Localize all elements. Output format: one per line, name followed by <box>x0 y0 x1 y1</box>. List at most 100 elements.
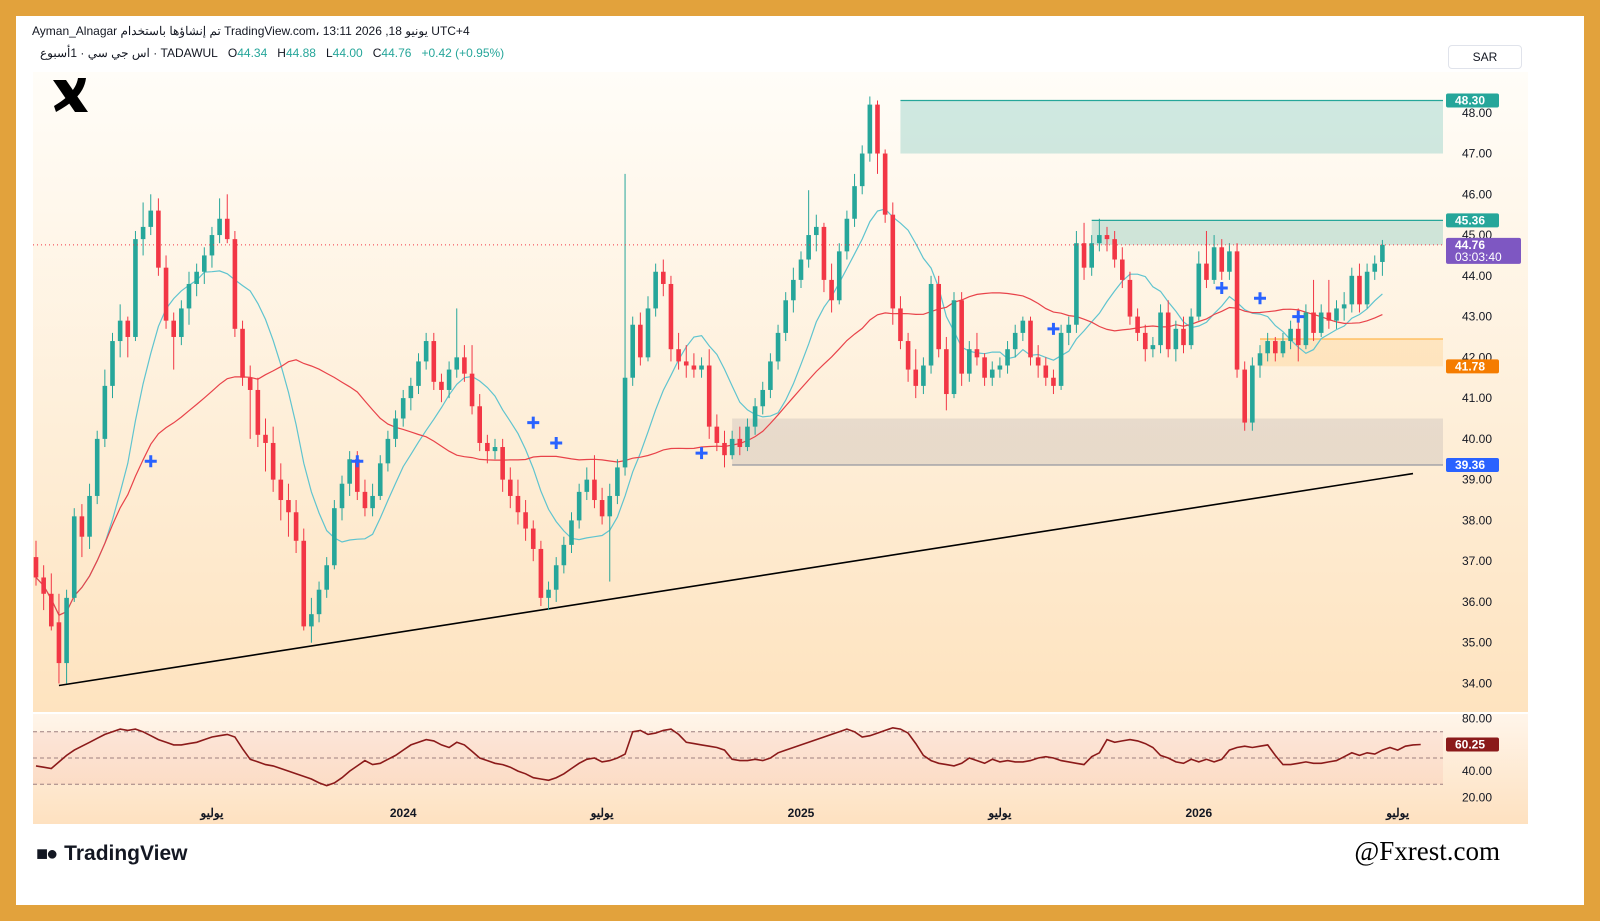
candle <box>270 426 276 492</box>
candle-body <box>783 300 788 333</box>
currency-button[interactable]: SAR <box>1448 45 1522 69</box>
candle-body <box>309 614 314 627</box>
candle-body <box>385 438 391 464</box>
candle <box>485 434 490 464</box>
candle-body <box>209 235 215 256</box>
candle-body <box>1234 251 1240 370</box>
candle-body <box>1120 259 1125 280</box>
candle <box>117 304 123 358</box>
candle <box>362 479 368 517</box>
candle-body <box>584 479 590 492</box>
candle <box>1181 316 1186 354</box>
tradingview-logo: ■● TradingView <box>36 842 188 866</box>
change-value: +0.42 (+0.95%) <box>421 46 505 60</box>
candle-body <box>607 495 613 517</box>
candle-body <box>806 235 811 260</box>
candle-body <box>791 279 796 301</box>
candle <box>867 96 873 162</box>
candle <box>584 467 590 501</box>
candle <box>477 394 482 452</box>
zone-0 <box>900 100 1443 154</box>
price-label-badge <box>1446 359 1499 374</box>
candle-body <box>576 491 582 521</box>
candle-body <box>936 283 941 350</box>
candle-body <box>1265 341 1270 354</box>
candle-body <box>1204 263 1209 280</box>
candle <box>194 263 199 297</box>
candle-body <box>1357 275 1362 305</box>
symbol-name[interactable]: اس جي سي · 1أسبوع · TADAWUL <box>40 46 218 60</box>
candle <box>263 418 268 472</box>
candle-body <box>1012 332 1018 350</box>
candle-body <box>1364 271 1370 305</box>
candle-body <box>339 483 345 509</box>
candle <box>148 194 154 236</box>
candle <box>217 198 222 244</box>
candle <box>156 198 161 276</box>
candle <box>890 202 896 325</box>
candle-body <box>477 406 482 443</box>
candle <box>599 487 605 525</box>
candle-body <box>377 463 383 496</box>
candle-body <box>332 508 337 566</box>
candle <box>538 540 544 607</box>
candle <box>1357 263 1362 313</box>
candle-body <box>79 516 85 537</box>
price-label-badge <box>1446 213 1499 228</box>
candle <box>278 463 284 521</box>
candle <box>852 173 857 227</box>
candle <box>607 483 613 582</box>
candle-body <box>293 512 299 541</box>
candle-body <box>286 500 291 513</box>
candle <box>163 255 169 329</box>
buy-marker <box>1254 292 1266 305</box>
candle-body <box>890 214 896 309</box>
candle-body <box>944 349 949 395</box>
candle-body <box>1196 263 1202 317</box>
candle <box>982 353 987 386</box>
candle-body <box>1089 243 1094 268</box>
candle-body <box>270 442 276 480</box>
price-tick-label: 41.00 <box>1462 391 1492 405</box>
candle <box>806 190 811 268</box>
candle-body <box>324 565 329 590</box>
candle <box>316 581 322 623</box>
candle <box>87 483 92 549</box>
candle-body <box>523 512 528 529</box>
candle-body <box>492 447 498 452</box>
candle-body <box>515 495 521 513</box>
candle <box>989 361 995 386</box>
candle <box>783 292 788 342</box>
tradingview-brand-text: TradingView <box>64 842 188 865</box>
candle-body <box>469 373 475 407</box>
open-label: O <box>227 46 238 60</box>
candle-body <box>706 365 712 427</box>
candle-body <box>224 218 230 240</box>
candle-body <box>117 320 123 342</box>
candle <box>133 230 138 342</box>
candle-body <box>186 283 192 309</box>
price-pane-background <box>33 72 1528 712</box>
candle <box>500 438 505 492</box>
candle <box>393 410 398 448</box>
close-value: 44.76 <box>381 46 412 60</box>
candle-body <box>737 438 743 448</box>
price-tick-label: 40.00 <box>1462 432 1492 446</box>
candle <box>79 504 85 558</box>
price-tick-label: 38.00 <box>1462 513 1492 527</box>
candle-body <box>33 557 39 578</box>
candle-body <box>454 357 460 370</box>
candle-body <box>439 381 444 390</box>
candle <box>102 369 108 448</box>
candle <box>140 202 146 256</box>
candle-body <box>1005 349 1010 366</box>
candle <box>523 500 528 541</box>
candle <box>508 467 513 509</box>
candle <box>1242 361 1247 431</box>
candle <box>1043 357 1049 386</box>
candle-body <box>1173 328 1179 350</box>
candle-body <box>1074 243 1079 325</box>
price-tick-label: 39.00 <box>1462 473 1492 487</box>
candle <box>347 451 352 496</box>
candle-body <box>844 218 850 252</box>
